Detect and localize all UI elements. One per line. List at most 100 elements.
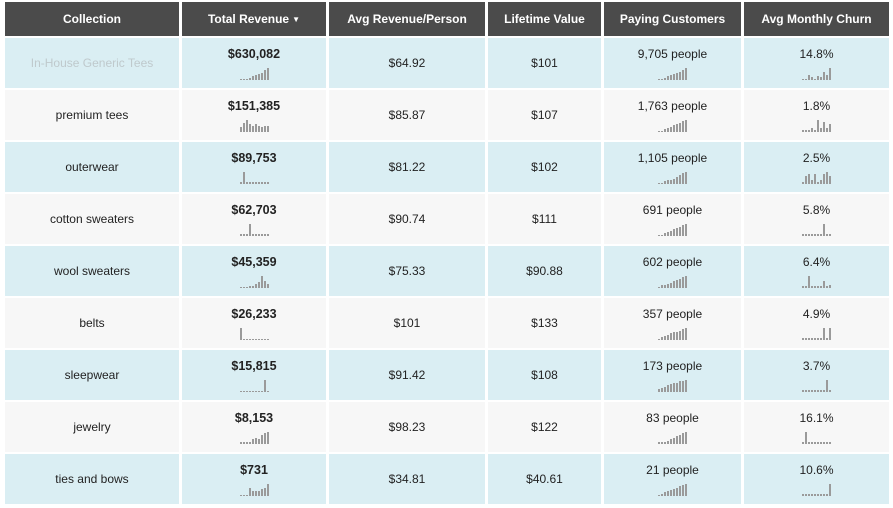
sparkline-bar bbox=[817, 119, 819, 132]
sparkline-bar bbox=[808, 275, 810, 288]
sparkline-bar bbox=[248, 487, 251, 496]
sparkline-bar bbox=[260, 488, 263, 496]
sparkline-bar bbox=[263, 338, 266, 340]
sparkline-bar bbox=[802, 337, 804, 340]
sparkline-bar bbox=[826, 493, 828, 496]
sparkline-bar bbox=[802, 389, 804, 392]
sparkline-bar bbox=[263, 181, 266, 184]
sparkline-bar bbox=[266, 181, 269, 184]
sparkline-bar bbox=[685, 275, 687, 288]
customers-cell: 602 people bbox=[604, 246, 741, 296]
sparkline-bar bbox=[817, 441, 819, 444]
churn-sparkline bbox=[802, 118, 831, 132]
sparkline-bar bbox=[805, 493, 807, 496]
sparkline-bar bbox=[805, 129, 807, 132]
sparkline-bar bbox=[673, 331, 675, 340]
sparkline-bar bbox=[682, 432, 684, 444]
customers-cell: 1,763 people bbox=[604, 90, 741, 140]
column-header-total-revenue[interactable]: Total Revenue ▼ bbox=[182, 2, 326, 36]
avg-revenue-value: $64.92 bbox=[388, 56, 426, 70]
sparkline-bar bbox=[260, 390, 263, 392]
lifetime-value-cell: $111 bbox=[488, 194, 601, 244]
paying-customers-value: 21 people bbox=[646, 462, 699, 477]
revenue-cell: $26,233 bbox=[182, 298, 326, 348]
sparkline-bar bbox=[673, 280, 675, 288]
paying-customers-value: 1,763 people bbox=[637, 98, 708, 113]
customers-cell: 173 people bbox=[604, 350, 741, 400]
column-header-paying-customers[interactable]: Paying Customers bbox=[604, 2, 741, 36]
revenue-cell: $45,359 bbox=[182, 246, 326, 296]
sparkline-bar bbox=[805, 431, 807, 444]
sparkline-bar bbox=[820, 127, 822, 132]
churn-value: 10.6% bbox=[799, 462, 834, 477]
sparkline-bar bbox=[805, 233, 807, 236]
churn-cell: 14.8% bbox=[744, 38, 889, 88]
sparkline-bar bbox=[670, 438, 672, 444]
churn-cell: 4.9% bbox=[744, 298, 889, 348]
column-header-label: Avg Revenue/Person bbox=[347, 12, 467, 26]
sparkline-bar bbox=[248, 390, 251, 392]
sparkline-bar bbox=[682, 120, 684, 132]
sparkline-bar bbox=[664, 386, 666, 392]
sparkline-bar bbox=[257, 390, 260, 392]
lifetime-value-value: $107 bbox=[531, 108, 558, 122]
column-header-avg-monthly-churn[interactable]: Avg Monthly Churn bbox=[744, 2, 889, 36]
sparkline-bar bbox=[820, 337, 822, 340]
sparkline-bar bbox=[248, 123, 251, 132]
sparkline-bar bbox=[245, 286, 248, 288]
sparkline-bar bbox=[679, 226, 681, 236]
sparkline-bar bbox=[823, 71, 825, 80]
sparkline-bar bbox=[829, 67, 831, 80]
sparkline-bar bbox=[257, 338, 260, 340]
sparkline-bar bbox=[664, 335, 666, 340]
sparkline-bar bbox=[263, 233, 266, 236]
sparkline-bar bbox=[242, 78, 245, 80]
column-header-collection[interactable]: Collection bbox=[5, 2, 179, 36]
column-header-label: Lifetime Value bbox=[504, 12, 585, 26]
collection-cell: belts bbox=[5, 298, 179, 348]
sparkline-bar bbox=[263, 69, 266, 80]
sparkline-bar bbox=[811, 389, 813, 392]
sparkline-bar bbox=[664, 284, 666, 288]
sparkline-bar bbox=[676, 435, 678, 444]
sparkline-bar bbox=[248, 77, 251, 80]
sparkline-bar bbox=[820, 441, 822, 444]
sparkline-bar bbox=[670, 332, 672, 340]
sparkline-bar bbox=[679, 71, 681, 80]
sparkline-bar bbox=[829, 175, 831, 184]
total-revenue-value: $630,082 bbox=[227, 46, 281, 61]
sparkline-bar bbox=[673, 178, 675, 184]
sparkline-bar bbox=[676, 331, 678, 340]
sparkline-bar bbox=[676, 72, 678, 80]
sparkline-bar bbox=[829, 123, 831, 132]
churn-value: 3.7% bbox=[802, 358, 831, 373]
sparkline-bar bbox=[251, 285, 254, 288]
sparkline-bar bbox=[263, 432, 266, 444]
collection-cell: ties and bows bbox=[5, 454, 179, 504]
total-revenue-value: $15,815 bbox=[231, 358, 277, 373]
sparkline-bar bbox=[814, 441, 816, 444]
sparkline-bar bbox=[658, 286, 660, 288]
sparkline-bar bbox=[260, 126, 263, 132]
column-header-lifetime-value[interactable]: Lifetime Value bbox=[488, 2, 601, 36]
churn-cell: 3.7% bbox=[744, 350, 889, 400]
sparkline-bar bbox=[673, 124, 675, 132]
sparkline-bar bbox=[239, 233, 242, 236]
revenue-cell: $151,385 bbox=[182, 90, 326, 140]
churn-value: 6.4% bbox=[802, 254, 831, 269]
column-header-avg-revenue-person[interactable]: Avg Revenue/Person bbox=[329, 2, 485, 36]
sparkline-bar bbox=[266, 431, 269, 444]
revenue-sparkline bbox=[239, 66, 269, 80]
churn-sparkline bbox=[802, 66, 831, 80]
sparkline-bar bbox=[805, 175, 807, 184]
sparkline-bar bbox=[823, 223, 825, 236]
paying-customers-value: 83 people bbox=[646, 410, 699, 425]
customers-sparkline bbox=[658, 66, 687, 80]
sparkline-bar bbox=[811, 285, 813, 288]
column-header-label: Paying Customers bbox=[619, 12, 726, 26]
customers-cell: 83 people bbox=[604, 402, 741, 452]
sparkline-bar bbox=[667, 231, 669, 236]
sparkline-bar bbox=[260, 434, 263, 444]
sparkline-bar bbox=[802, 129, 804, 132]
lifetime-value-cell: $133 bbox=[488, 298, 601, 348]
